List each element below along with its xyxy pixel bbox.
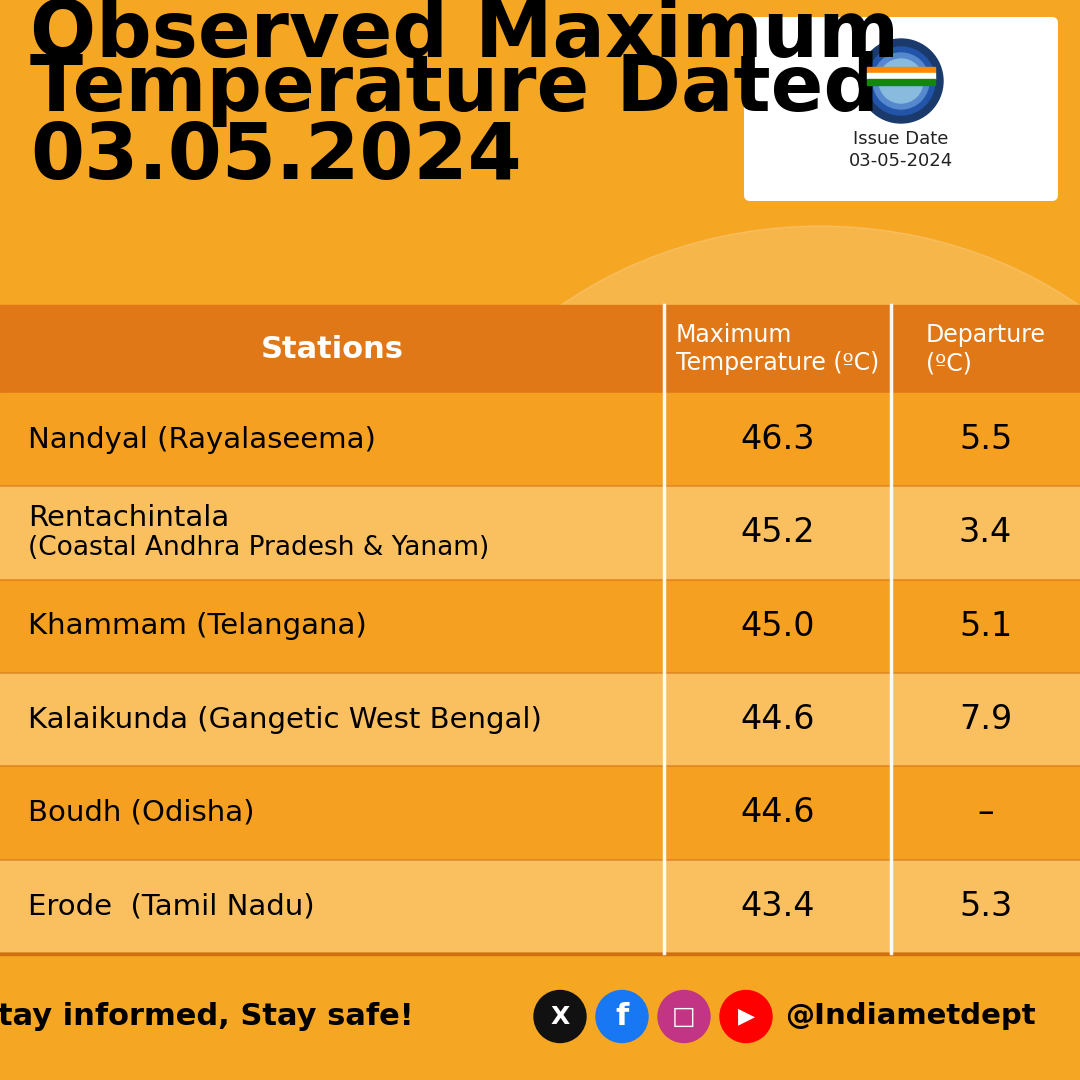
Text: 45.0: 45.0	[740, 610, 814, 643]
Text: (Coastal Andhra Pradesh & Yanam): (Coastal Andhra Pradesh & Yanam)	[28, 535, 489, 561]
Text: Observed Maximum: Observed Maximum	[30, 0, 900, 73]
Text: 44.6: 44.6	[740, 703, 814, 737]
Bar	[0, 486, 1080, 580]
Text: 7.9: 7.9	[959, 703, 1012, 737]
Text: 03.05.2024: 03.05.2024	[30, 119, 522, 195]
Circle shape	[873, 53, 929, 109]
Text: –: –	[977, 797, 994, 829]
Text: 5.1: 5.1	[959, 610, 1012, 643]
Text: Rentachintala: Rentachintala	[28, 504, 229, 532]
Circle shape	[867, 48, 935, 114]
Ellipse shape	[620, 415, 1020, 765]
Text: Erode  (Tamil Nadu): Erode (Tamil Nadu)	[28, 892, 314, 920]
Text: Stations: Stations	[260, 335, 404, 364]
Bar	[0, 860, 1080, 953]
Circle shape	[879, 59, 923, 103]
Circle shape	[720, 990, 772, 1042]
Text: 45.2: 45.2	[740, 516, 814, 550]
Circle shape	[596, 990, 648, 1042]
Text: Stay informed, Stay safe!: Stay informed, Stay safe!	[0, 1002, 414, 1031]
Ellipse shape	[404, 226, 1080, 954]
FancyBboxPatch shape	[744, 17, 1058, 201]
Circle shape	[658, 990, 710, 1042]
Text: X: X	[551, 1004, 569, 1028]
Bar	[0, 393, 1080, 486]
Text: 46.3: 46.3	[740, 423, 814, 456]
Bar	[0, 767, 1080, 860]
Text: f: f	[616, 1002, 629, 1031]
Bar	[867, 79, 935, 85]
Bar	[0, 580, 1080, 673]
Text: Khammam (Telangana): Khammam (Telangana)	[28, 612, 367, 640]
Ellipse shape	[700, 485, 940, 696]
Bar	[867, 67, 935, 73]
Text: Temperature Dated: Temperature Dated	[30, 51, 879, 127]
Text: Issue Date: Issue Date	[853, 130, 948, 148]
Text: ▶: ▶	[738, 1007, 755, 1026]
Text: □: □	[672, 1004, 696, 1028]
Bar	[0, 305, 1080, 393]
Text: Departure
(ºC): Departure (ºC)	[926, 323, 1045, 376]
Bar	[867, 73, 935, 79]
Text: @Indiametdept: @Indiametdept	[785, 1002, 1036, 1030]
Bar	[0, 673, 1080, 767]
Ellipse shape	[516, 324, 1080, 856]
Circle shape	[859, 39, 943, 123]
Text: Nandyal (Rayalaseema): Nandyal (Rayalaseema)	[28, 426, 376, 454]
Text: 44.6: 44.6	[740, 797, 814, 829]
Text: 5.5: 5.5	[959, 423, 1012, 456]
Bar	[0, 953, 1080, 955]
Text: 5.3: 5.3	[959, 890, 1012, 922]
Text: 03-05-2024: 03-05-2024	[849, 152, 954, 170]
Text: Kalaikunda (Gangetic West Bengal): Kalaikunda (Gangetic West Bengal)	[28, 705, 542, 733]
Text: 3.4: 3.4	[959, 516, 1012, 550]
Text: Maximum
Temperature (ºC): Maximum Temperature (ºC)	[676, 323, 879, 376]
Text: Boudh (Odisha): Boudh (Odisha)	[28, 799, 255, 827]
Circle shape	[534, 990, 586, 1042]
Text: 43.4: 43.4	[740, 890, 814, 922]
